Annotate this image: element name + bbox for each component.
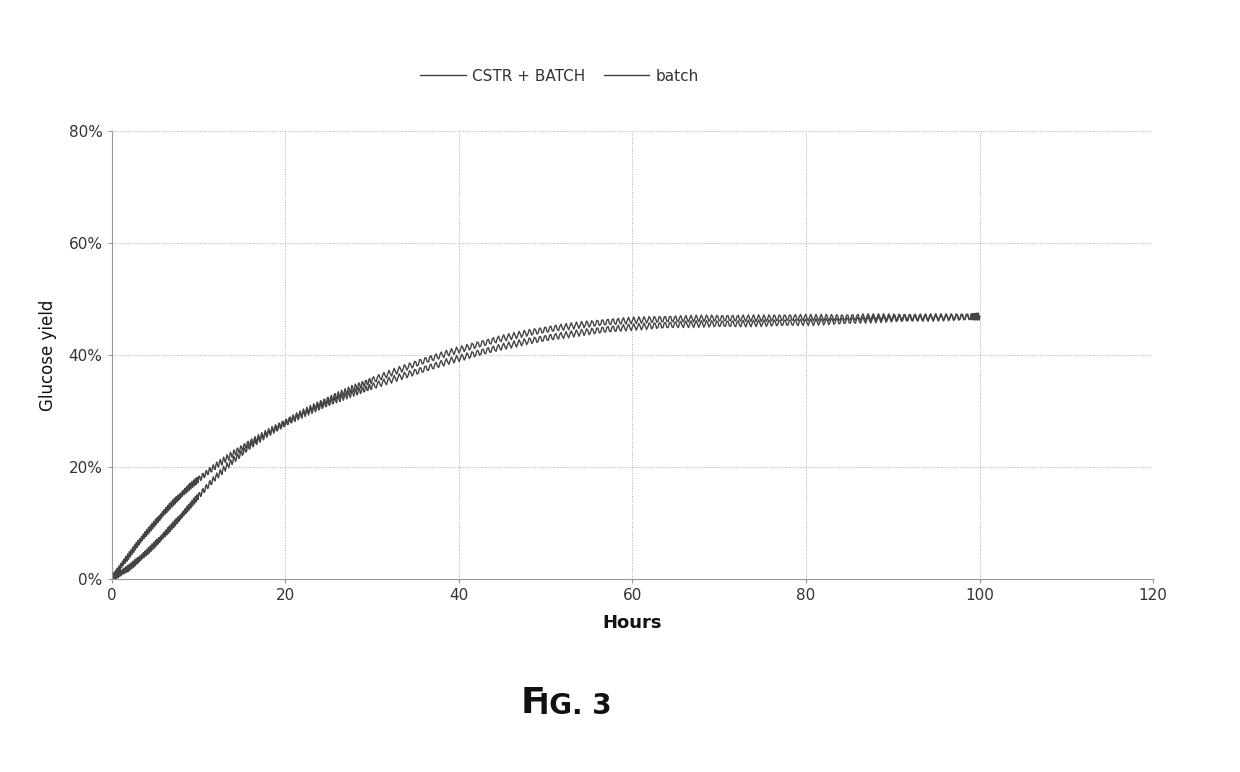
Text: F: F <box>521 686 546 720</box>
CSTR + BATCH <box>146 516 161 526</box>
Line: CSTR + BATCH: CSTR + BATCH <box>112 313 980 581</box>
CSTR + BATCH <box>105 576 120 585</box>
batch <box>971 309 986 318</box>
Text: IG. 3: IG. 3 <box>539 692 613 720</box>
batch <box>217 464 232 473</box>
batch <box>104 574 119 584</box>
X-axis label: Hours: Hours <box>603 615 662 632</box>
batch <box>708 321 723 330</box>
Line: batch: batch <box>112 313 980 581</box>
CSTR + BATCH <box>708 315 723 324</box>
CSTR + BATCH <box>217 455 232 465</box>
CSTR + BATCH <box>971 309 986 318</box>
Legend: CSTR + BATCH, batch: CSTR + BATCH, batch <box>414 63 706 90</box>
CSTR + BATCH <box>345 381 360 390</box>
CSTR + BATCH <box>835 310 849 320</box>
batch <box>105 577 120 586</box>
CSTR + BATCH <box>972 312 987 321</box>
batch <box>661 323 676 332</box>
batch <box>345 386 360 395</box>
CSTR + BATCH <box>661 317 676 327</box>
batch <box>972 312 987 321</box>
batch <box>835 313 849 323</box>
Y-axis label: Glucose yield: Glucose yield <box>40 300 57 411</box>
CSTR + BATCH <box>104 574 119 584</box>
batch <box>146 537 161 547</box>
